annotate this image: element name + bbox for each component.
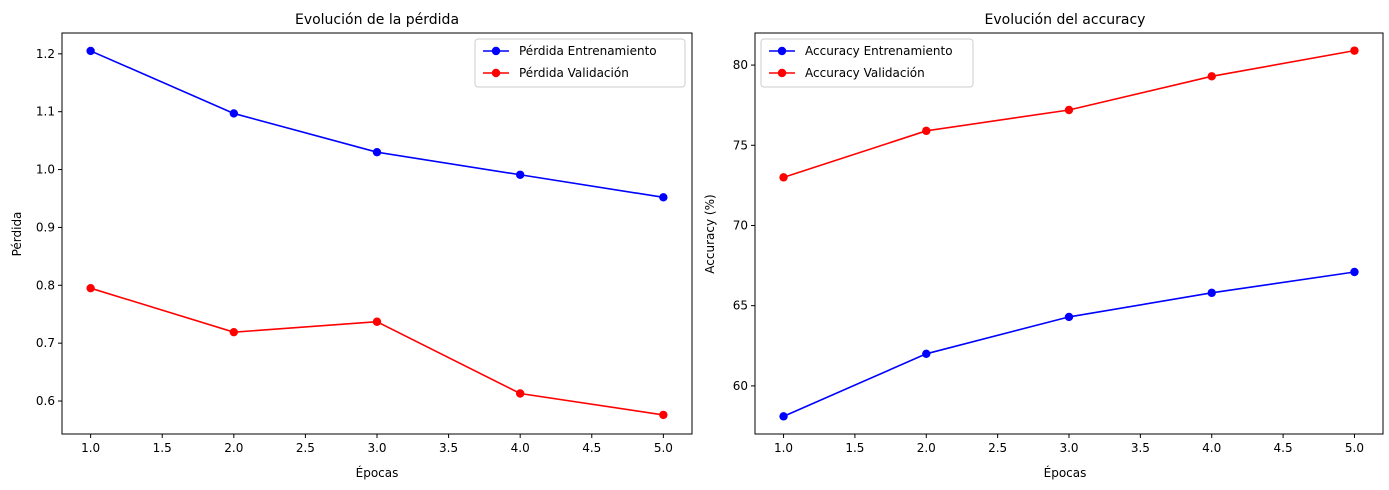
accuracy-x-tick-label: 2.5 — [988, 441, 1007, 455]
loss-x-tick-label: 1.0 — [81, 441, 100, 455]
accuracy-x-tick-label: 3.0 — [1059, 441, 1078, 455]
loss-x-tick-label: 5.0 — [654, 441, 673, 455]
accuracy-series-1-point — [1064, 105, 1074, 115]
accuracy-x-tick-label: 3.5 — [1131, 441, 1150, 455]
loss-y-tick-label: 0.9 — [36, 220, 55, 234]
loss-legend-marker-0 — [491, 46, 501, 56]
loss-plot-frame — [61, 32, 693, 435]
accuracy-series-0-point — [1350, 267, 1359, 277]
accuracy-legend-marker-1 — [777, 68, 787, 78]
accuracy-y-tick-label: 75 — [733, 138, 748, 152]
loss-x-tick-label: 2.0 — [224, 441, 243, 455]
accuracy-legend-marker-0 — [777, 46, 787, 56]
accuracy-series-1-point — [1350, 46, 1359, 55]
accuracy-x-tick-label: 1.5 — [845, 441, 864, 455]
loss-series-0-point — [659, 193, 668, 202]
accuracy-x-tick-label: 2.0 — [917, 441, 936, 455]
loss-legend-label-1: Pérdida Validación — [519, 66, 629, 80]
loss-series-0-point — [229, 109, 239, 118]
loss-y-tick-label: 0.7 — [36, 336, 55, 350]
loss-y-tick-label: 1.1 — [36, 105, 55, 119]
loss-x-tick-label: 4.5 — [582, 441, 601, 455]
accuracy-chart-xlabel: Épocas — [1044, 465, 1087, 480]
loss-series-1-point — [515, 389, 525, 398]
accuracy-chart-ylabel: Accuracy (%) — [703, 194, 717, 273]
loss-legend-box — [474, 38, 686, 88]
accuracy-y-tick-label: 70 — [733, 218, 748, 232]
loss-series-0-point — [372, 148, 382, 157]
accuracy-plot-frame — [754, 32, 1384, 435]
loss-y-tick-label: 0.8 — [36, 278, 55, 292]
loss-y-tick-label: 0.6 — [36, 394, 55, 408]
accuracy-series-0-point — [922, 349, 931, 358]
accuracy-x-tick-label: 4.5 — [1274, 441, 1293, 455]
accuracy-x-tick-label: 1.0 — [774, 441, 793, 455]
accuracy-series-1-point — [922, 126, 931, 136]
accuracy-legend-label-1: Accuracy Validación — [805, 66, 925, 80]
loss-series-1-point — [372, 317, 382, 326]
loss-x-tick-label: 2.5 — [296, 441, 315, 455]
loss-chart: Evolución de la pérdida Épocas Pérdida 1… — [10, 12, 693, 480]
accuracy-legend-box — [760, 38, 974, 88]
loss-x-tick-label: 3.5 — [439, 441, 458, 455]
accuracy-y-tick-label: 60 — [733, 379, 748, 393]
loss-series-1-point — [659, 410, 668, 420]
accuracy-y-tick-label: 80 — [733, 58, 748, 72]
accuracy-x-tick-label: 4.0 — [1202, 441, 1221, 455]
accuracy-legend-label-0: Accuracy Entrenamiento — [805, 44, 953, 58]
accuracy-chart-title: Evolución del accuracy — [985, 12, 1146, 28]
loss-y-tick-label: 1.0 — [36, 163, 55, 177]
loss-y-tick-label: 1.2 — [36, 47, 55, 61]
accuracy-x-tick-label: 5.0 — [1345, 441, 1364, 455]
loss-chart-title: Evolución de la pérdida — [295, 12, 459, 28]
accuracy-series-1-point — [779, 173, 788, 182]
loss-legend: Pérdida Entrenamiento Pérdida Validación — [474, 38, 686, 88]
accuracy-series-line-0 — [783, 271, 1355, 418]
loss-x-tick-label: 1.5 — [153, 441, 172, 455]
accuracy-legend: Accuracy Entrenamiento Accuracy Validació… — [760, 38, 974, 88]
loss-legend-label-0: Pérdida Entrenamiento — [519, 44, 657, 58]
loss-series-0-point — [86, 46, 95, 56]
accuracy-series-0-point — [779, 412, 788, 421]
loss-series-0-point — [515, 170, 525, 179]
accuracy-series-0-point — [1207, 288, 1216, 298]
loss-series-line-1 — [90, 287, 664, 416]
accuracy-series-0-point — [1064, 312, 1074, 322]
loss-chart-xlabel: Épocas — [356, 465, 399, 480]
loss-x-tick-label: 3.0 — [367, 441, 386, 455]
accuracy-y-tick-label: 65 — [733, 299, 748, 313]
accuracy-chart: Evolución del accuracy Épocas Accuracy (… — [703, 12, 1384, 480]
accuracy-series-1-point — [1207, 72, 1216, 81]
loss-series-1-point — [86, 283, 95, 293]
loss-chart-ylabel: Pérdida — [10, 212, 24, 257]
loss-x-tick-label: 4.0 — [511, 441, 530, 455]
loss-series-1-point — [229, 327, 239, 337]
loss-legend-marker-1 — [491, 68, 501, 78]
